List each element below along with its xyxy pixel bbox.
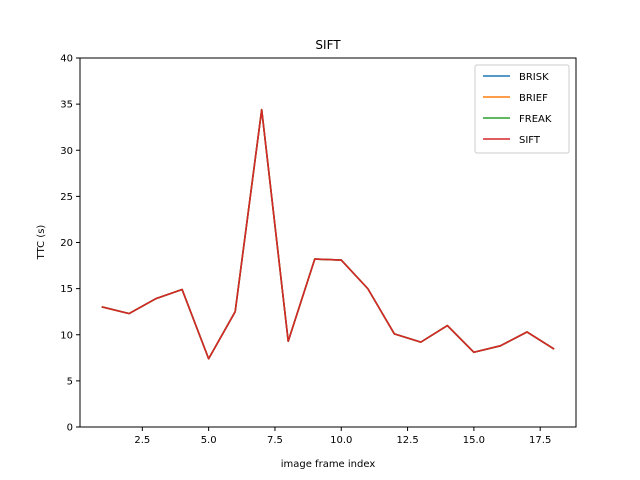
legend-label-brief: BRIEF xyxy=(519,93,548,104)
x-tick-label: 12.5 xyxy=(396,435,418,446)
x-tick-label: 17.5 xyxy=(529,435,551,446)
legend-label-sift: SIFT xyxy=(519,135,541,146)
x-tick-label: 5.0 xyxy=(201,435,217,446)
y-axis-label: TTC (s) xyxy=(36,225,47,261)
y-tick-label: 25 xyxy=(60,192,73,203)
series-lines xyxy=(101,108,555,360)
y-tick-label: 15 xyxy=(60,284,73,295)
y-tick-label: 0 xyxy=(67,423,73,434)
y-tick-label: 40 xyxy=(60,54,73,65)
x-tick-label: 7.5 xyxy=(267,435,283,446)
y-tick-label: 20 xyxy=(60,238,73,249)
x-tick-label: 10.0 xyxy=(330,435,352,446)
y-tick-label: 35 xyxy=(60,100,73,111)
legend-box xyxy=(474,64,570,154)
chart-title: SIFT xyxy=(315,38,341,52)
y-axis-ticks: 0 5 10 15 20 25 30 35 40 xyxy=(60,54,80,434)
x-axis-label: image frame index xyxy=(281,459,376,470)
y-tick-label: 30 xyxy=(60,146,73,157)
x-tick-label: 15.0 xyxy=(463,435,485,446)
y-tick-label: 10 xyxy=(60,330,73,341)
legend: BRISK BRIEF FREAK SIFT xyxy=(474,64,570,154)
series-line-sift xyxy=(101,108,555,360)
legend-label-brisk: BRISK xyxy=(519,72,549,83)
y-tick-label: 5 xyxy=(67,376,73,387)
legend-label-freak: FREAK xyxy=(519,114,552,125)
x-tick-label: 2.5 xyxy=(134,435,150,446)
x-axis-ticks: 2.5 5.0 7.5 10.0 12.5 15.0 17.5 xyxy=(134,427,551,446)
